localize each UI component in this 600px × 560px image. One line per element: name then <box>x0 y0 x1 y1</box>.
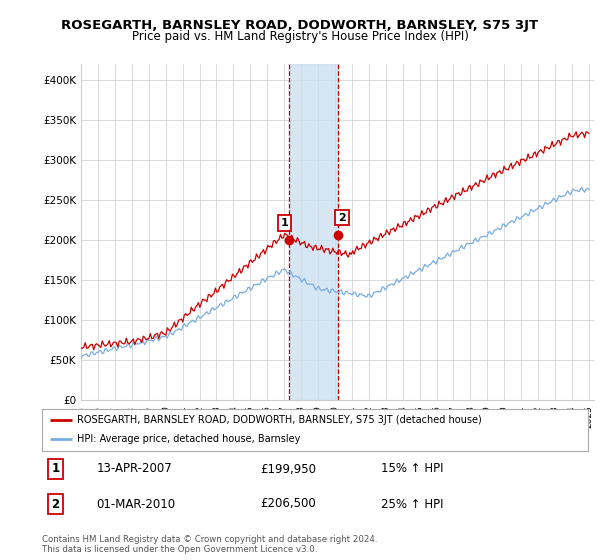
Text: 2: 2 <box>52 497 60 511</box>
Text: 13-APR-2007: 13-APR-2007 <box>97 463 172 475</box>
Text: 2: 2 <box>338 213 346 223</box>
Text: 1: 1 <box>281 218 289 228</box>
Text: Contains HM Land Registry data © Crown copyright and database right 2024.
This d: Contains HM Land Registry data © Crown c… <box>42 535 377 554</box>
Text: £206,500: £206,500 <box>260 497 316 511</box>
Text: 01-MAR-2010: 01-MAR-2010 <box>97 497 176 511</box>
Text: 1: 1 <box>52 463 60 475</box>
Bar <box>289 64 338 400</box>
Text: 25% ↑ HPI: 25% ↑ HPI <box>380 497 443 511</box>
Text: HPI: Average price, detached house, Barnsley: HPI: Average price, detached house, Barn… <box>77 435 301 445</box>
Text: ROSEGARTH, BARNSLEY ROAD, DODWORTH, BARNSLEY, S75 3JT (detached house): ROSEGARTH, BARNSLEY ROAD, DODWORTH, BARN… <box>77 415 482 425</box>
Text: Price paid vs. HM Land Registry's House Price Index (HPI): Price paid vs. HM Land Registry's House … <box>131 30 469 43</box>
Text: ROSEGARTH, BARNSLEY ROAD, DODWORTH, BARNSLEY, S75 3JT: ROSEGARTH, BARNSLEY ROAD, DODWORTH, BARN… <box>61 18 539 32</box>
Text: £199,950: £199,950 <box>260 463 316 475</box>
Text: 15% ↑ HPI: 15% ↑ HPI <box>380 463 443 475</box>
